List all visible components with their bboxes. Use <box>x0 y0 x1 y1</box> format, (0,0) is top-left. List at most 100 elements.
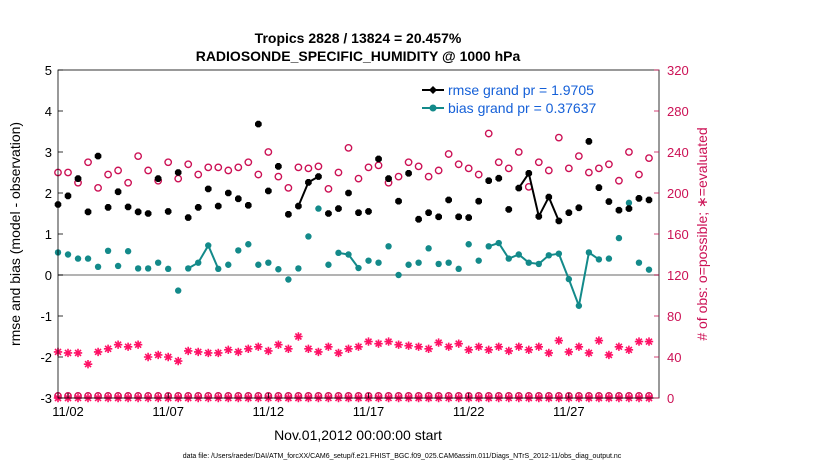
rmse-point <box>255 120 262 128</box>
bias-point <box>94 263 102 270</box>
obs-possible-marker <box>394 172 403 181</box>
legend: rmse grand pr = 1.9705 bias grand pr = 0… <box>418 80 654 118</box>
rmse-point <box>124 203 132 211</box>
obs-evaluated-marker <box>424 344 433 353</box>
rmse-point <box>525 170 533 177</box>
obs-evaluated-marker <box>514 342 523 351</box>
bias-point <box>495 239 502 247</box>
legend-bias-label: bias grand pr = 0.37637 <box>448 100 596 116</box>
obs-possible-marker <box>364 163 373 172</box>
rmse-point <box>435 213 442 221</box>
chart-title: Tropics 2828 / 13824 = 20.457% <box>255 30 462 46</box>
obs-possible-marker <box>234 163 243 172</box>
y-left-tick-label: -1 <box>40 309 52 324</box>
footnote: data file: /Users/raeder/DAI/ATM_forcXX/… <box>183 453 622 460</box>
bias-line-segment <box>508 253 539 265</box>
rmse-point <box>635 195 643 202</box>
bias-point <box>205 242 212 249</box>
obs-evaluated-marker <box>464 345 473 354</box>
y-right-tick-label: 40 <box>667 350 681 365</box>
rmse-point <box>315 173 322 180</box>
obs-evaluated-marker <box>584 348 594 358</box>
obs-possible-marker <box>164 158 173 167</box>
obs-evaluated-marker <box>534 342 543 351</box>
rmse-point <box>445 196 452 204</box>
bias-point <box>545 252 553 259</box>
y-left-tick-label: 5 <box>45 63 52 78</box>
bias-point <box>535 260 542 268</box>
bias-point <box>645 266 653 273</box>
obs-possible-marker <box>625 148 633 156</box>
rmse-point <box>495 174 503 182</box>
obs-possible-marker <box>544 166 553 175</box>
obs-evaluated-marker <box>414 342 423 351</box>
obs-possible-marker <box>444 150 453 158</box>
bias-point <box>64 251 72 258</box>
rmse-point <box>605 198 613 205</box>
rmse-point <box>645 196 653 204</box>
obs-possible-marker <box>224 166 233 175</box>
bias-point <box>285 276 292 283</box>
rmse-point <box>355 209 362 216</box>
rmse-point <box>194 204 202 211</box>
obs-evaluated-marker <box>314 347 323 357</box>
obs-possible-marker <box>334 168 343 177</box>
y-right-tick-label: 120 <box>667 268 689 283</box>
rmse-point <box>615 206 623 214</box>
rmse-point <box>285 211 292 218</box>
bias-point <box>325 261 332 268</box>
obs-possible-marker <box>314 162 323 171</box>
bias-point <box>415 259 422 266</box>
y-right-tick-label: 280 <box>667 104 689 119</box>
bias-point <box>405 261 412 268</box>
bias-point <box>185 265 192 272</box>
obs-evaluated-marker <box>554 336 563 345</box>
obs-possible-marker <box>294 163 303 172</box>
rmse-point <box>235 195 242 203</box>
obs-evaluated-marker <box>544 348 553 358</box>
obs-possible-marker <box>124 178 133 187</box>
obs-evaluated-marker <box>434 338 443 347</box>
bias-point <box>355 264 362 272</box>
bias-point <box>235 247 242 254</box>
obs-possible-marker <box>494 158 503 167</box>
bias-point <box>505 255 512 262</box>
rmse-point <box>94 152 102 160</box>
rmse-point <box>74 175 82 182</box>
bias-point <box>465 241 472 248</box>
obs-possible-marker <box>454 160 463 169</box>
bias-point <box>555 250 563 257</box>
obs-evaluated-marker <box>224 345 233 354</box>
obs-evaluated-marker <box>494 342 503 351</box>
bias-point <box>425 245 432 252</box>
x-tick-label: 11/02 <box>52 404 84 419</box>
rmse-point <box>245 202 252 209</box>
obs-evaluated-marker <box>83 360 93 369</box>
rmse-point <box>335 205 342 212</box>
obs-evaluated-marker <box>174 356 183 366</box>
obs-evaluated-marker <box>404 341 413 350</box>
obs-possible-marker <box>434 166 443 175</box>
obs-evaluated-marker <box>484 345 493 354</box>
y-left-tick-label: -2 <box>40 350 52 365</box>
bias-point <box>365 257 372 264</box>
obs-evaluated-marker <box>474 342 483 351</box>
rmse-point <box>214 202 222 210</box>
obs-possible-marker <box>504 164 513 173</box>
rmse-point <box>575 204 583 212</box>
obs-possible-marker <box>554 133 563 142</box>
obs-evaluated-marker <box>304 344 313 353</box>
bias-point <box>635 259 643 266</box>
obs-possible-marker <box>264 148 273 156</box>
x-tick-label: 11/17 <box>353 404 385 419</box>
obs-possible-marker <box>645 154 653 163</box>
obs-possible-marker <box>514 148 523 156</box>
obs-evaluated-marker <box>354 342 363 351</box>
obs-evaluated-marker <box>564 347 573 357</box>
bias-point <box>175 287 182 294</box>
obs-possible-marker <box>414 162 423 171</box>
bias-point <box>515 251 522 258</box>
obs-evaluated-marker <box>204 348 213 358</box>
obs-possible-marker <box>615 176 623 185</box>
bias-point <box>215 265 222 273</box>
